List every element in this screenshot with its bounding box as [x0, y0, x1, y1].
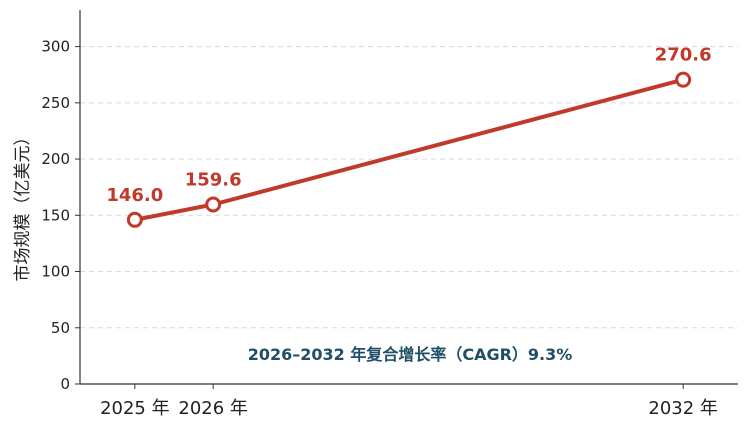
series: 146.0 159.6 270.6 — [106, 45, 712, 228]
y-tick-label: 200 — [41, 150, 70, 168]
x-tick-label: 2032 年 — [648, 398, 718, 419]
data-point — [205, 196, 222, 213]
x-tick-label: 2025 年 — [100, 398, 170, 419]
y-tick-label: 50 — [51, 319, 70, 337]
y-tick-label: 100 — [41, 263, 70, 281]
x-ticks: 2025 年 2026 年 2032 年 — [100, 384, 718, 419]
data-label: 270.6 — [655, 45, 712, 66]
y-axis-label: 市场规模（亿美元） — [13, 129, 33, 282]
gridlines — [80, 46, 738, 329]
y-tick-label: 0 — [60, 375, 70, 393]
y-tick-label: 250 — [41, 94, 70, 112]
data-point — [675, 71, 692, 88]
y-tick-label: 150 — [41, 206, 70, 224]
axes — [79, 10, 738, 385]
y-ticks: 0 50 100 150 200 250 300 — [41, 38, 80, 393]
cagr-annotation: 2026–2032 年复合增长率（CAGR）9.3% — [248, 345, 573, 364]
y-tick-label: 300 — [41, 38, 70, 56]
data-label: 159.6 — [185, 170, 242, 191]
data-label: 146.0 — [106, 185, 163, 206]
x-tick-label: 2026 年 — [178, 398, 248, 419]
data-point — [126, 211, 143, 228]
